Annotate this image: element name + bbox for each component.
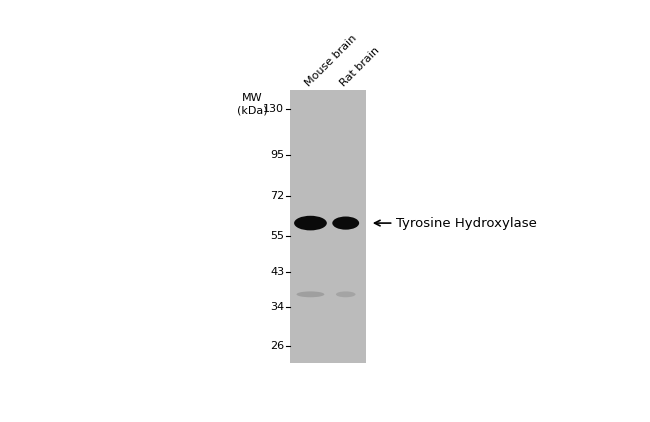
Text: 43: 43 xyxy=(270,267,284,277)
Text: 72: 72 xyxy=(270,191,284,201)
Ellipse shape xyxy=(336,292,356,297)
Text: 34: 34 xyxy=(270,302,284,312)
Ellipse shape xyxy=(294,216,327,230)
Text: 55: 55 xyxy=(270,231,284,241)
Text: Rat brain: Rat brain xyxy=(339,45,382,88)
Ellipse shape xyxy=(332,216,359,230)
Text: 130: 130 xyxy=(263,104,284,114)
Ellipse shape xyxy=(296,292,324,297)
Text: Mouse brain: Mouse brain xyxy=(304,32,359,88)
Bar xyxy=(291,89,366,362)
Text: 26: 26 xyxy=(270,341,284,352)
Text: MW
(kDa): MW (kDa) xyxy=(237,93,268,115)
Text: Tyrosine Hydroxylase: Tyrosine Hydroxylase xyxy=(396,216,537,230)
Text: 95: 95 xyxy=(270,150,284,160)
